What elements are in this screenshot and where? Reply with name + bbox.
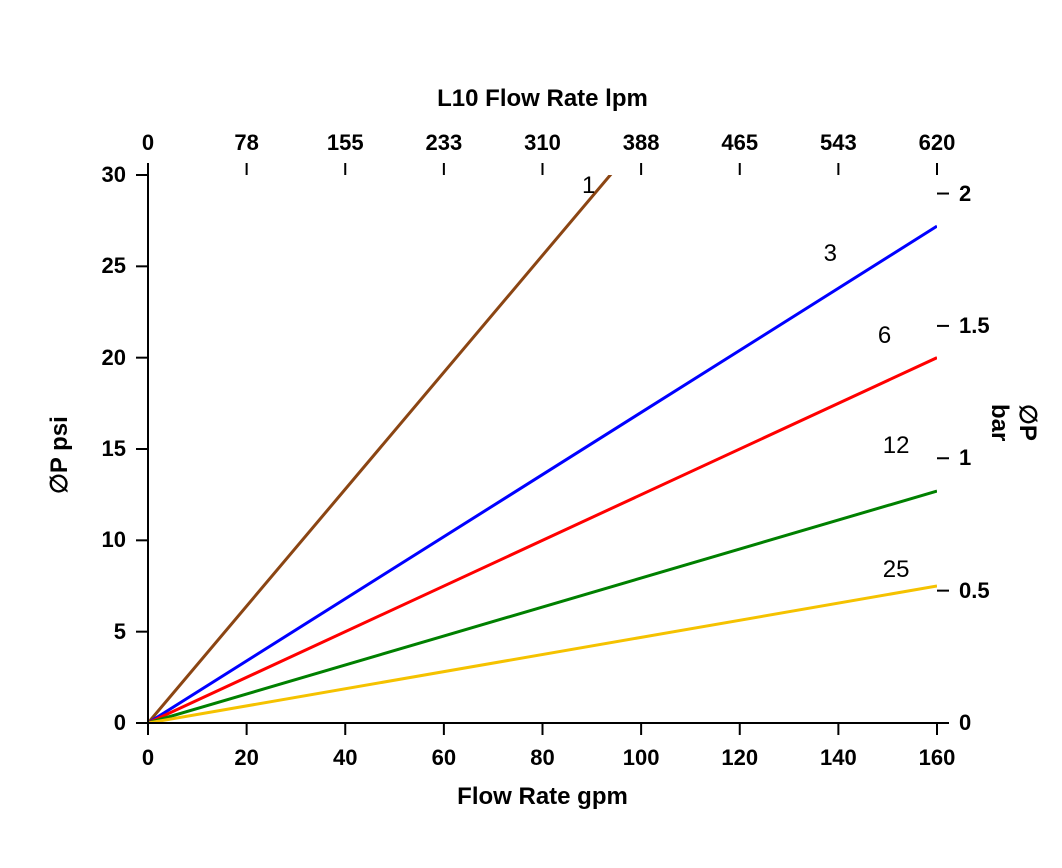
- y-axis-left-label: ∅P psi: [45, 416, 74, 494]
- x-top-tick: 620: [919, 130, 956, 156]
- y-right-tick: 1.5: [959, 313, 990, 339]
- x-bottom-tick: 120: [721, 745, 758, 771]
- series-line-3: [148, 226, 937, 723]
- chart-title: L10 Flow Rate lpm: [437, 85, 648, 113]
- series-label-3: 3: [824, 240, 837, 268]
- series-label-6: 6: [878, 322, 891, 350]
- x-bottom-tick: 60: [432, 745, 456, 771]
- x-bottom-tick: 80: [530, 745, 554, 771]
- y-right-tick: 0: [959, 710, 971, 736]
- x-top-tick: 543: [820, 130, 857, 156]
- chart-container: L10 Flow Rate lpm Flow Rate gpm ∅P psi ∅…: [0, 0, 1062, 868]
- series-label-1: 1: [582, 172, 595, 200]
- series-label-12: 12: [883, 432, 910, 460]
- series-line-6: [148, 358, 937, 723]
- x-top-tick: 155: [327, 130, 364, 156]
- x-top-tick: 233: [426, 130, 463, 156]
- x-bottom-tick: 100: [623, 745, 660, 771]
- y-right-tick: 1: [959, 445, 971, 471]
- y-right-tick: 2: [959, 181, 971, 207]
- x-bottom-tick: 0: [142, 745, 154, 771]
- x-top-tick: 388: [623, 130, 660, 156]
- y-left-tick: 20: [102, 345, 126, 371]
- x-axis-bottom-label: Flow Rate gpm: [457, 783, 628, 811]
- x-bottom-tick: 140: [820, 745, 857, 771]
- y-left-tick: 30: [102, 162, 126, 188]
- y-left-tick: 5: [114, 619, 126, 645]
- series-label-25: 25: [883, 556, 910, 584]
- y-left-tick: 0: [114, 710, 126, 736]
- y-right-tick: 0.5: [959, 578, 990, 604]
- x-top-tick: 465: [721, 130, 758, 156]
- x-bottom-tick: 40: [333, 745, 357, 771]
- y-left-tick: 25: [102, 253, 126, 279]
- x-top-tick: 0: [142, 130, 154, 156]
- y-left-tick: 15: [102, 436, 126, 462]
- x-top-tick: 310: [524, 130, 561, 156]
- x-bottom-tick: 20: [234, 745, 258, 771]
- x-top-tick: 78: [234, 130, 258, 156]
- y-left-tick: 10: [102, 527, 126, 553]
- y-axis-right-label: ∅P bar: [985, 404, 1042, 441]
- x-bottom-tick: 160: [919, 745, 956, 771]
